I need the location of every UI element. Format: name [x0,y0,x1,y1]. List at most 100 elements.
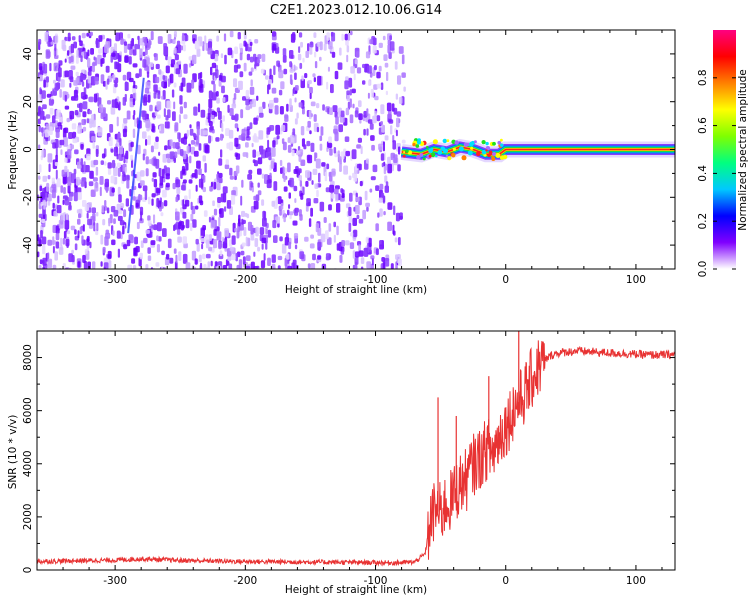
noise-blob [325,187,330,193]
noise-blob [94,76,99,85]
noise-blob [177,236,182,243]
noise-blob [387,221,392,231]
noise-blob [182,211,187,219]
noise-blob [89,31,93,36]
noise-blob [145,57,150,65]
noise-blob [339,47,342,56]
noise-blob [310,207,313,217]
noise-blob [225,128,230,136]
noise-blob [116,116,119,127]
noise-blob [119,51,122,56]
noise-blob [60,237,63,246]
tone-speckle [417,138,421,142]
noise-blob [251,98,256,108]
noise-blob [354,205,360,215]
noise-blob [170,73,174,84]
noise-blob [38,175,41,180]
noise-blob [203,264,207,269]
spectrogram-image [37,30,675,269]
tone-speckle [442,138,447,144]
noise-blob [362,63,366,69]
noise-blob [341,33,344,41]
noise-blob [163,200,168,207]
spectrogram-y-tick-label: 0 [22,146,34,153]
noise-blob [38,74,43,82]
noise-blob [261,173,265,179]
noise-blob [319,143,323,151]
noise-blob [159,125,161,131]
noise-blob [105,188,109,193]
noise-blob [81,81,85,87]
noise-blob [42,266,46,269]
noise-blob [142,153,145,161]
noise-blob [86,153,91,161]
snr-x-tick-label: -300 [103,575,127,587]
noise-blob [39,259,43,265]
noise-blob [64,219,70,230]
noise-blob [314,61,318,69]
noise-blob [112,74,116,81]
noise-blob [133,80,136,89]
noise-blob [117,215,123,222]
noise-blob [170,39,173,44]
noise-blob [358,250,364,257]
colorbar-tick-label: 0.0 [697,261,709,278]
noise-blob [66,117,70,123]
noise-blob [77,230,80,239]
noise-blob [77,125,82,134]
noise-blob [275,216,280,224]
noise-blob [73,41,77,49]
noise-blob [382,35,386,41]
noise-blob [53,79,56,84]
noise-blob [261,199,265,206]
noise-blob [316,189,319,198]
noise-blob [111,187,115,193]
noise-blob [110,175,115,184]
noise-blob [401,139,406,144]
noise-blob [395,93,398,100]
noise-blob [202,130,208,136]
noise-blob [271,254,276,263]
noise-blob [102,81,107,87]
noise-blob [69,82,72,88]
noise-blob [273,181,278,191]
noise-blob [53,210,58,217]
noise-blob [123,244,128,250]
noise-blob [207,113,211,123]
noise-blob [329,184,335,193]
noise-blob [378,197,383,203]
noise-blob [309,41,314,48]
noise-blob [167,109,171,119]
noise-blob [184,133,188,140]
noise-blob [156,197,160,208]
noise-blob [43,199,46,210]
noise-blob [369,123,374,130]
noise-blob [91,207,96,214]
noise-blob [229,246,234,252]
noise-blob [314,51,317,58]
spectrogram-y-tick-label: -20 [22,189,34,206]
noise-blob [274,105,279,115]
noise-blob [87,75,92,84]
noise-blob [254,238,259,247]
noise-blob [305,50,309,58]
noise-blob [139,48,143,58]
noise-blob [300,78,305,89]
noise-blob [82,224,85,232]
noise-blob [67,176,72,186]
noise-blob [388,51,392,59]
noise-blob [363,110,367,118]
noise-blob [46,182,50,192]
noise-blob [103,266,106,269]
noise-blob [175,179,181,188]
noise-blob [77,261,81,268]
noise-blob [49,62,52,72]
noise-blob [107,162,112,169]
noise-blob [261,243,264,250]
noise-blob [250,67,254,73]
noise-blob [169,151,175,160]
noise-blob [136,221,140,230]
noise-blob [131,258,136,264]
noise-blob [202,186,206,193]
noise-blob [205,239,210,249]
